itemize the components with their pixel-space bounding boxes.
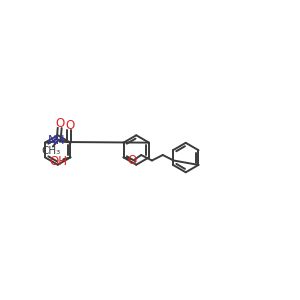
Text: O: O (128, 154, 137, 167)
Text: NH: NH (48, 134, 65, 147)
Text: OH: OH (50, 155, 68, 168)
Text: O: O (65, 119, 74, 133)
Text: CH₃: CH₃ (41, 146, 61, 156)
Text: O: O (56, 117, 65, 130)
